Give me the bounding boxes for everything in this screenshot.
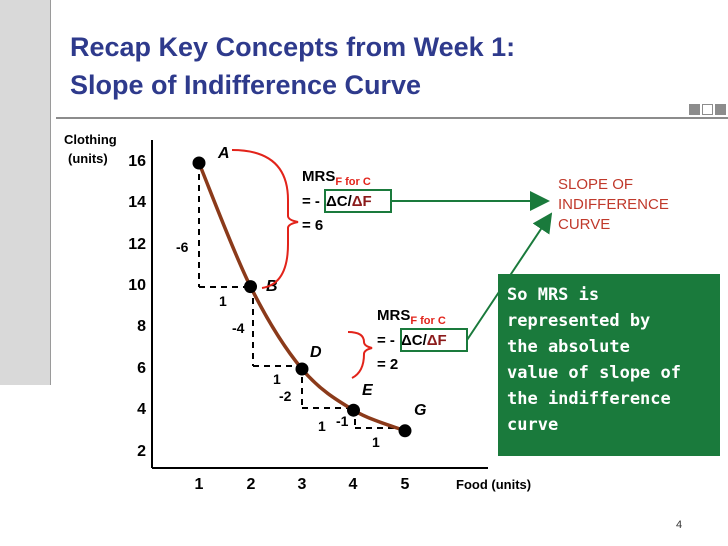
step-lines: [198, 163, 405, 429]
y-tick-14: 14: [128, 194, 146, 211]
step-label-1-ab: 1: [219, 293, 227, 309]
point-e: [347, 403, 360, 417]
y-axis-label-line-1: Clothing: [64, 132, 117, 147]
step-label-1-eg: 1: [372, 434, 380, 450]
step-label-1-bd: 1: [273, 371, 281, 387]
y-tick-16: 16: [128, 153, 146, 170]
mrs2-main: MRS: [377, 307, 410, 324]
left-sidebar-edge: [50, 0, 51, 385]
x-tick-3: 3: [298, 476, 307, 493]
point-label-g: G: [414, 402, 426, 419]
x-tick-1: 1: [195, 476, 204, 493]
x-tick-2: 2: [247, 476, 256, 493]
point-g: [398, 424, 412, 438]
mrs2-formula: = - ΔC/ΔF: [377, 332, 447, 349]
mrs2-subscript: F for C: [410, 315, 445, 327]
step-label-minus-2: -2: [279, 388, 292, 404]
title-area: [52, 0, 728, 116]
point-d: [295, 362, 309, 376]
curve-points: [192, 156, 412, 438]
step-label-minus-4: -4: [232, 320, 245, 336]
point-a: [192, 156, 206, 170]
point-label-b: B: [266, 278, 278, 295]
point-label-e: E: [362, 382, 374, 399]
point-b: [244, 280, 257, 294]
step-label-1-de: 1: [318, 418, 326, 434]
mrs2-label: MRSF for C: [377, 307, 446, 327]
page-number: 4: [676, 519, 683, 531]
y-axis-label-line-2: (units): [68, 151, 108, 166]
rule-end-square-filled-2: [715, 104, 726, 115]
y-tick-8: 8: [137, 318, 146, 335]
callout-line-1: So MRS is: [507, 285, 600, 305]
mrs2-slash: /: [423, 332, 428, 349]
y-tick-10: 10: [128, 277, 146, 294]
brace-a-to-b: [231, 149, 299, 289]
rule-end-square-filled: [689, 104, 700, 115]
point-label-d: D: [310, 344, 322, 361]
point-label-a: A: [217, 145, 230, 162]
indifference-curve: [197, 162, 406, 433]
callout-line-5: the indifference: [507, 389, 671, 409]
x-tick-5: 5: [401, 476, 410, 493]
y-tick-2: 2: [137, 443, 146, 460]
mrs1-prefix: = -: [302, 193, 320, 210]
mrs1-dc: ΔC: [326, 193, 348, 210]
mrs1-value: = 6: [302, 217, 323, 234]
left-sidebar-band: [0, 0, 50, 385]
slope-label-line-1: SLOPE OF: [558, 176, 634, 193]
callout-line-6: curve: [507, 415, 559, 435]
mrs2-prefix: = -: [377, 332, 395, 349]
mrs2-value: = 2: [377, 356, 398, 373]
callout-line-4: value of slope of: [507, 363, 681, 383]
y-tick-12: 12: [128, 236, 146, 253]
rule-end-square-outline: [702, 104, 713, 115]
mrs1-formula: = - ΔC/ΔF: [302, 193, 372, 210]
slope-label-line-2: INDIFFERENCE: [558, 196, 669, 213]
x-axis-label: Food (units): [456, 477, 531, 492]
mrs1-df: ΔF: [352, 193, 372, 210]
mrs1-label: MRSF for C: [302, 168, 371, 188]
title-underline: [56, 117, 728, 119]
callout-line-2: represented by: [507, 311, 651, 331]
y-tick-6: 6: [137, 360, 146, 377]
step-label-minus-6: -6: [176, 239, 189, 255]
mrs1-main: MRS: [302, 168, 335, 185]
slide-title-line-1: Recap Key Concepts from Week 1:: [70, 32, 516, 62]
slope-of-indifference-curve-label: SLOPE OF INDIFFERENCE CURVE: [558, 175, 669, 235]
x-tick-4: 4: [349, 476, 358, 493]
mrs-explanation-callout: So MRS is represented by the absolute va…: [498, 274, 720, 456]
brace-d-to-e: [347, 331, 373, 379]
slope-label-line-3: CURVE: [558, 216, 611, 233]
y-tick-4: 4: [137, 401, 146, 418]
mrs1-subscript: F for C: [335, 176, 370, 188]
mrs2-df: ΔF: [427, 332, 447, 349]
slide-title-line-2: Slope of Indifference Curve: [70, 70, 422, 100]
step-label-minus-1: -1: [336, 413, 349, 429]
mrs2-dc: ΔC: [401, 332, 423, 349]
callout-line-3: the absolute: [507, 337, 630, 357]
mrs1-slash: /: [348, 193, 353, 210]
